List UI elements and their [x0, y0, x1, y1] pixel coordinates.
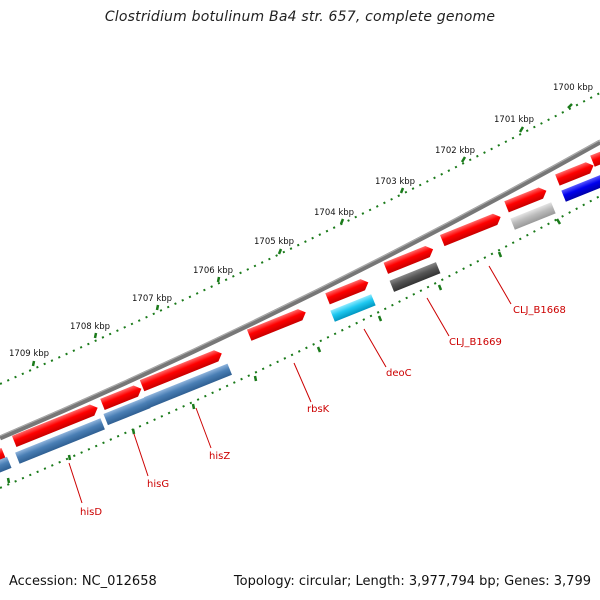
gene-block [510, 202, 556, 230]
scale-label: 1703 kbp [375, 177, 415, 187]
gene-block [103, 396, 151, 426]
gene-label: CLJ_B1668 [513, 305, 566, 316]
major-tick [567, 103, 573, 109]
minor-tick [131, 428, 136, 435]
scale-label: 1700 kbp [553, 83, 593, 93]
gene-label: deoC [386, 368, 412, 379]
leader-line [68, 462, 83, 504]
gene-label: hisD [80, 507, 102, 518]
gene-arrow [504, 187, 547, 213]
forward-genes [0, 150, 600, 465]
scale-label: 1702 kbp [435, 146, 475, 156]
scale-label: 1706 kbp [193, 266, 233, 276]
scale-label: 1709 kbp [9, 349, 49, 359]
gene-label: CLJ_B1669 [449, 337, 502, 348]
gene-label: hisZ [209, 451, 230, 462]
reverse-genes [0, 174, 600, 476]
gene-label: hisG [147, 479, 169, 490]
scale-label: 1704 kbp [314, 208, 354, 218]
major-tick [460, 156, 467, 163]
major-tick [31, 360, 36, 367]
inner-major-ticks [6, 218, 562, 484]
major-tick [399, 187, 405, 194]
gene-arrow [100, 385, 142, 411]
major-tick [155, 304, 160, 311]
scale-label: 1707 kbp [132, 294, 172, 304]
genome-summary-text: Topology: circular; Length: 3,977,794 bp… [233, 574, 591, 589]
minor-tick [377, 315, 383, 322]
leader-line [363, 328, 387, 368]
minor-tick [253, 375, 258, 382]
gene-arrow [383, 245, 434, 274]
gene-block [561, 174, 600, 202]
scale-label: 1705 kbp [254, 237, 294, 247]
minor-tick [555, 218, 562, 225]
major-tick [216, 276, 221, 283]
scale-label: 1701 kbp [494, 115, 534, 125]
minor-tick [67, 454, 72, 461]
gene-arrow [325, 279, 369, 305]
minor-tick [497, 251, 503, 258]
major-tick [518, 126, 525, 133]
gene-block [330, 294, 376, 322]
backbone-highlight [0, 139, 600, 437]
minor-tick [6, 477, 11, 484]
map-title: Clostridium botulinum Ba4 str. 657, comp… [104, 9, 496, 25]
outer-scale-ring [0, 92, 600, 385]
gene-arrow [440, 213, 501, 247]
gene-block [15, 418, 105, 464]
scale-label: 1708 kbp [70, 322, 110, 332]
leader-line [195, 407, 212, 449]
gene-arrow [139, 350, 222, 392]
minor-tick [191, 403, 196, 410]
gene-block [144, 363, 232, 409]
major-tick [277, 248, 283, 255]
leader-line [293, 362, 312, 403]
major-tick [93, 332, 98, 339]
gene-arrow [246, 309, 306, 341]
outer-major-ticks [31, 103, 573, 367]
gene-block [0, 456, 12, 476]
inner-scale-ring [0, 195, 600, 489]
leader-line [426, 297, 450, 337]
gene-block [389, 262, 441, 292]
gene-arrow [590, 150, 600, 167]
major-tick [339, 218, 345, 225]
gene-label: rbsK [307, 404, 330, 415]
gene-arrow [555, 162, 594, 186]
leader-line [133, 433, 149, 477]
gene-arrow [11, 404, 98, 448]
accession-text: Accession: NC_012658 [9, 574, 157, 589]
minor-tick [437, 284, 443, 291]
label-leaders [68, 265, 512, 504]
backbone-ring [0, 139, 600, 441]
minor-tick [316, 346, 322, 353]
leader-line [488, 265, 512, 305]
